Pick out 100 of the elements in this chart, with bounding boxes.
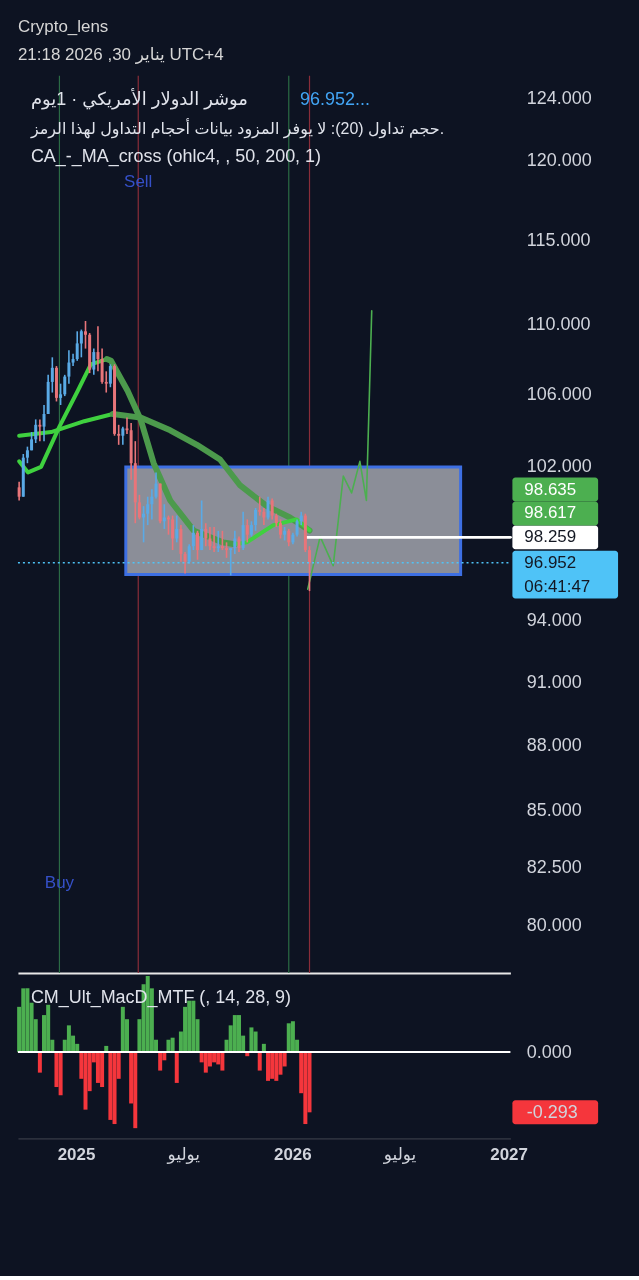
x-tick-label: 2026 xyxy=(273,1144,312,1164)
bar xyxy=(274,1052,279,1081)
bar xyxy=(120,1006,125,1053)
candlestick xyxy=(254,507,258,532)
x-tick-label: 2025 xyxy=(57,1144,96,1164)
bar xyxy=(220,1052,225,1071)
candlestick xyxy=(212,526,216,553)
candlestick xyxy=(34,418,38,444)
candlestick xyxy=(137,494,141,521)
y-tick-label: 124.000 xyxy=(526,87,592,108)
candlestick xyxy=(308,545,311,592)
candlestick xyxy=(229,547,233,577)
candlestick xyxy=(154,471,158,500)
candlestick xyxy=(59,382,63,406)
candlestick xyxy=(38,418,42,442)
bar xyxy=(66,1025,71,1053)
bar xyxy=(290,1021,295,1053)
candlestick xyxy=(96,325,100,373)
x-tick-label: يوليو xyxy=(166,1144,201,1164)
bar xyxy=(286,1023,291,1053)
bar xyxy=(58,1052,63,1096)
y-tick-label: 80.000 xyxy=(526,914,582,935)
candlestick xyxy=(150,488,154,521)
bar xyxy=(253,1031,258,1053)
candlestick xyxy=(166,514,170,536)
y-tick-label: 102.000 xyxy=(526,456,592,477)
y-tick-label: -0.293 xyxy=(526,1101,578,1122)
candlestick xyxy=(200,499,204,551)
candlestick xyxy=(216,530,220,553)
candlestick xyxy=(233,530,237,555)
candlestick xyxy=(241,511,245,551)
candlestick xyxy=(117,424,121,446)
bar xyxy=(270,1052,275,1079)
line-series xyxy=(306,309,373,590)
y-tick-label: 115.000 xyxy=(526,230,591,251)
candlestick xyxy=(270,497,274,521)
y-tick-label: 0.000 xyxy=(526,1041,572,1062)
y-tick-label: 110.000 xyxy=(526,313,591,334)
candlestick xyxy=(204,522,208,548)
bar xyxy=(108,1052,113,1120)
y-tick-label: 106.000 xyxy=(526,383,592,404)
y-tick-label: 82.500 xyxy=(526,856,582,877)
candlestick xyxy=(17,480,21,502)
bar xyxy=(21,988,26,1053)
y-tick-label: 88.000 xyxy=(526,734,582,755)
bar xyxy=(37,1052,42,1073)
bar xyxy=(166,1039,171,1053)
candlestick xyxy=(258,495,262,517)
candlestick xyxy=(266,495,270,521)
bar xyxy=(257,1052,262,1071)
candlestick xyxy=(278,518,282,540)
bar xyxy=(112,1052,117,1125)
candlestick xyxy=(162,503,166,530)
bar xyxy=(25,988,30,1053)
bar xyxy=(158,1052,163,1071)
x-tick-label: يوليو xyxy=(382,1144,417,1164)
candlestick xyxy=(121,425,125,446)
bar xyxy=(249,1027,254,1053)
candlestick xyxy=(92,347,96,376)
text: 06:41:47 xyxy=(524,576,591,596)
text: 21:18 2026 ,30 يناير UTC+4 xyxy=(17,44,224,64)
candlestick xyxy=(84,320,87,350)
bar xyxy=(95,1052,100,1083)
bar xyxy=(100,1052,105,1088)
y-tick-label: 120.000 xyxy=(526,149,592,170)
bar xyxy=(303,1052,308,1125)
candlestick xyxy=(191,524,195,551)
y-tick-label: 85.000 xyxy=(526,800,582,821)
x-tick-label: 2027 xyxy=(490,1144,528,1164)
bar xyxy=(232,1015,237,1053)
candlestick xyxy=(50,356,54,394)
candlestick xyxy=(75,330,79,362)
text: Crypto_lens xyxy=(17,16,109,36)
candlestick xyxy=(208,526,212,551)
candlestick xyxy=(196,530,199,561)
candlestick xyxy=(125,416,129,435)
candlestick xyxy=(175,514,179,544)
bar xyxy=(236,1015,241,1053)
candlestick xyxy=(220,530,224,551)
bar xyxy=(133,1052,138,1129)
ref-line-label: 96.952 xyxy=(524,552,577,572)
candlestick xyxy=(183,551,187,575)
candlestick xyxy=(146,495,150,526)
bar xyxy=(170,1037,175,1053)
candlestick xyxy=(42,404,46,442)
text: 98.617 xyxy=(524,503,577,523)
y-tick-label: 91.000 xyxy=(526,671,582,692)
candlestick xyxy=(245,518,249,544)
bar xyxy=(174,1052,179,1083)
bar xyxy=(203,1052,208,1073)
annotation: Buy xyxy=(44,873,75,893)
y-tick-label: 94.000 xyxy=(526,610,582,631)
bar xyxy=(266,1052,271,1081)
text: موشر الدولار الأمريكي · 1يوم xyxy=(30,87,248,110)
data-label: 98.259 xyxy=(524,527,577,547)
text: 98.635 xyxy=(524,479,577,499)
candlestick xyxy=(108,363,112,389)
candlestick xyxy=(79,328,83,359)
candlestick xyxy=(187,543,191,565)
candlestick xyxy=(171,514,175,551)
